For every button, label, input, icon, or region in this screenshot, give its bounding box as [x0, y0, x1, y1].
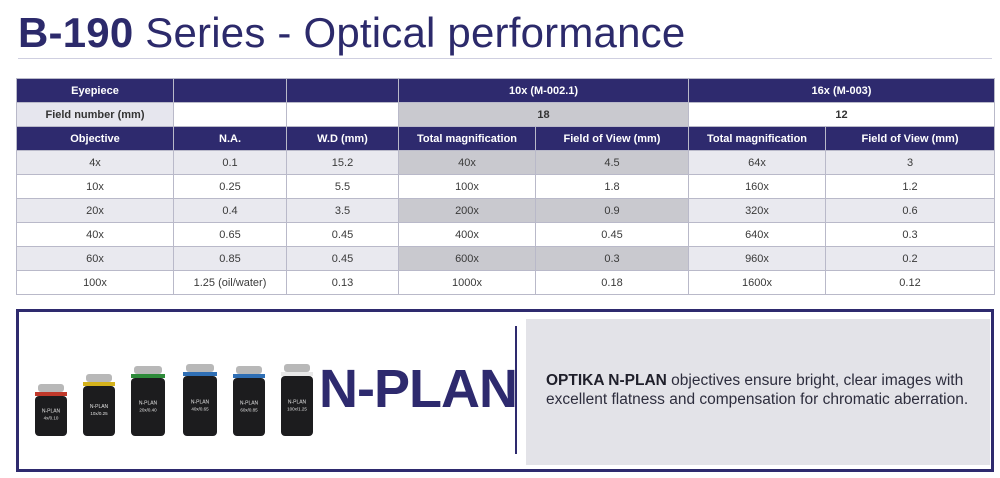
column-header-row: Objective N.A. W.D (mm) Total magnificat…	[16, 126, 996, 151]
table-cell: 0.3	[535, 246, 689, 271]
page-title: B-190 Series - Optical performance	[18, 8, 685, 58]
table-row: 60x 0.85 0.45 600x 0.3 960x 0.2	[16, 246, 996, 271]
svg-text:N-PLAN: N-PLAN	[90, 404, 109, 410]
svg-text:N-PLAN: N-PLAN	[240, 401, 259, 407]
table-cell: 40x	[16, 222, 174, 247]
table-cell: 960x	[688, 246, 826, 271]
table-cell: 5.5	[286, 174, 399, 199]
svg-text:N-PLAN: N-PLAN	[288, 400, 307, 406]
table-cell: 0.6	[824, 198, 996, 223]
table-cell: 0.18	[535, 270, 689, 295]
table-cell: 1.2	[824, 174, 996, 199]
col-header: N.A.	[173, 126, 287, 151]
promo-description: OPTIKA N-PLAN objectives ensure bright, …	[546, 371, 986, 409]
svg-text:N-PLAN: N-PLAN	[139, 401, 158, 407]
eyepiece-label: Eyepiece	[16, 78, 174, 103]
table-cell: 4x	[16, 150, 174, 175]
col-header: Total magnification	[688, 126, 826, 151]
table-row: 100x 1.25 (oil/water) 0.13 1000x 0.18 16…	[16, 270, 996, 295]
n-plan-heading: N-PLAN	[319, 359, 518, 419]
table-cell: 0.2	[824, 246, 996, 271]
svg-text:60x/0.85: 60x/0.85	[240, 408, 258, 413]
col-header: Total magnification	[398, 126, 536, 151]
table-cell: 10x	[16, 174, 174, 199]
table-cell: 1.8	[535, 174, 689, 199]
svg-text:10x/0.25: 10x/0.25	[90, 411, 108, 416]
field-number-16x: 12	[687, 102, 996, 127]
promo-brand: OPTIKA N-PLAN	[546, 372, 667, 389]
table-cell: 200x	[398, 198, 536, 223]
promo-divider	[515, 326, 517, 454]
table-cell: 320x	[688, 198, 826, 223]
table-cell: 40x	[398, 150, 536, 175]
eyepiece-row: Eyepiece 10x (M-002.1) 16x (M-003)	[16, 78, 996, 103]
table-cell: 100x	[16, 270, 174, 295]
field-number-10x: 18	[398, 102, 689, 127]
svg-text:20x/0.40: 20x/0.40	[139, 408, 157, 413]
eyepiece-16x: 16x (M-003)	[687, 78, 996, 103]
table-cell: 3.5	[286, 198, 399, 223]
table-cell: 0.3	[824, 222, 996, 247]
table-row: 10x 0.25 5.5 100x 1.8 160x 1.2	[16, 174, 996, 199]
field-number-row: Field number (mm) 18 12	[16, 102, 996, 127]
table-cell: 0.12	[824, 270, 996, 295]
table-cell: 0.13	[286, 270, 399, 295]
table-cell: 100x	[398, 174, 536, 199]
promo-description-panel: OPTIKA N-PLAN objectives ensure bright, …	[526, 319, 990, 465]
svg-text:100x/1.25: 100x/1.25	[287, 407, 307, 412]
table-cell: 0.4	[173, 198, 287, 223]
eyepiece-10x: 10x (M-002.1)	[398, 78, 689, 103]
table-cell: 0.45	[535, 222, 689, 247]
table-cell: 600x	[398, 246, 536, 271]
title-text: Series - Optical performance	[133, 9, 686, 56]
objective-lenses-image: N-PLAN4x/0.10N-PLAN10x/0.25N-PLAN20x/0.4…	[35, 364, 313, 436]
table-row: 4x 0.1 15.2 40x 4.5 64x 3	[16, 150, 996, 175]
table-row: 20x 0.4 3.5 200x 0.9 320x 0.6	[16, 198, 996, 223]
table-cell: 64x	[688, 150, 826, 175]
title-model: B-190	[18, 9, 134, 56]
table-cell: 0.45	[286, 246, 399, 271]
table-cell: 0.65	[173, 222, 287, 247]
svg-text:40x/0.65: 40x/0.65	[191, 407, 209, 412]
table-cell: 3	[824, 150, 996, 175]
table-cell: 160x	[688, 174, 826, 199]
table-cell: 60x	[16, 246, 174, 271]
table-cell: 15.2	[286, 150, 399, 175]
col-header: Objective	[16, 126, 174, 151]
table-cell: 1000x	[398, 270, 536, 295]
table-cell: 1.25 (oil/water)	[173, 270, 287, 295]
table-cell: 400x	[398, 222, 536, 247]
table-cell: 0.85	[173, 246, 287, 271]
optical-performance-table: Eyepiece 10x (M-002.1) 16x (M-003) Field…	[16, 78, 996, 295]
table-row: 40x 0.65 0.45 400x 0.45 640x 0.3	[16, 222, 996, 247]
table-cell: 0.25	[173, 174, 287, 199]
table-cell: 4.5	[535, 150, 689, 175]
table-cell: 1600x	[688, 270, 826, 295]
title-divider	[18, 58, 992, 59]
table-cell: 20x	[16, 198, 174, 223]
n-plan-promo-banner: N-PLAN 4x/0.10 N-PLAN 10x/0.25 N-PLAN 20x/0.4…	[16, 309, 994, 472]
col-header: Field of View (mm)	[535, 126, 689, 151]
table-cell: 0.1	[173, 150, 287, 175]
col-header: Field of View (mm)	[824, 126, 996, 151]
svg-text:N-PLAN: N-PLAN	[42, 409, 61, 415]
col-header: W.D (mm)	[286, 126, 399, 151]
promo-description-text: objectives ensure bright, clear images w…	[546, 372, 969, 408]
table-cell: 0.9	[535, 198, 689, 223]
svg-text:N-PLAN: N-PLAN	[191, 400, 210, 406]
svg-text:4x/0.10: 4x/0.10	[44, 416, 59, 421]
field-number-label: Field number (mm)	[16, 102, 174, 127]
table-cell: 0.45	[286, 222, 399, 247]
table-cell: 640x	[688, 222, 826, 247]
